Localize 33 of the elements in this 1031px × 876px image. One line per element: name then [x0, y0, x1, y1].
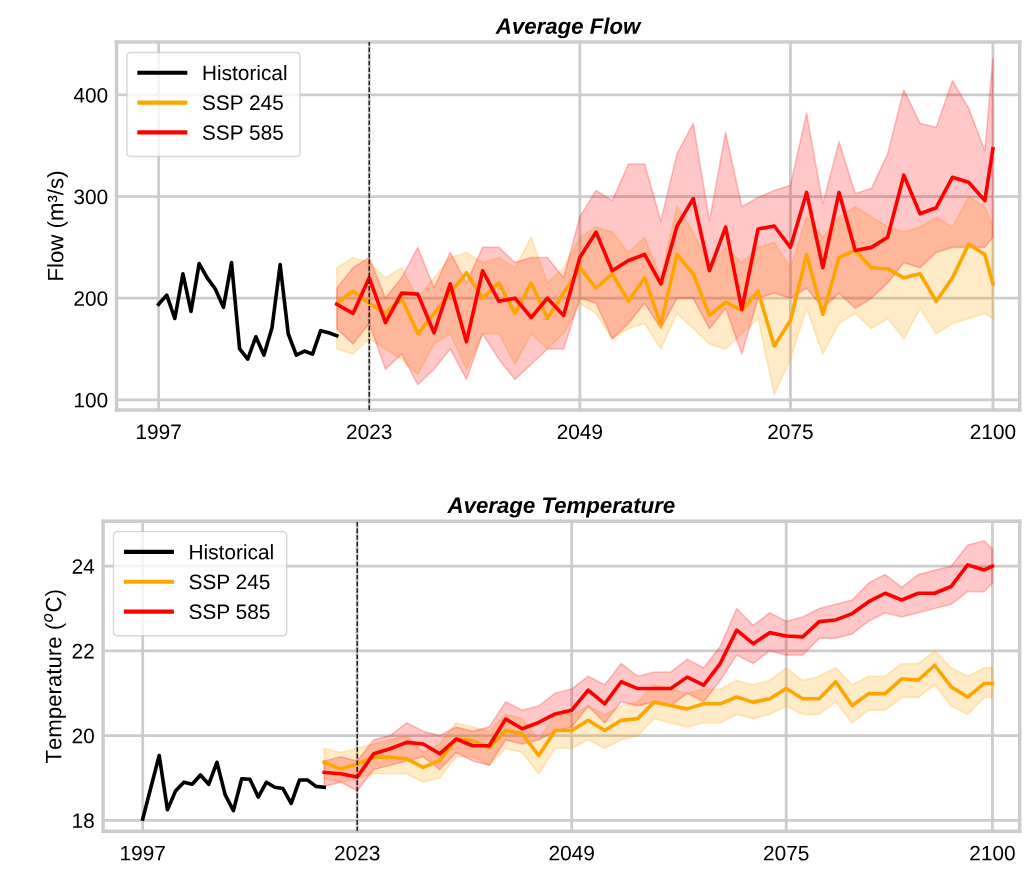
legend-label: Historical — [190, 544, 273, 560]
x-tick-label: 2023 — [335, 845, 380, 861]
line-series — [140, 753, 327, 821]
y-axis-title: Flow (m³/s) — [47, 171, 68, 280]
y-axis-title: Temperature ($^{o}$C) — [44, 590, 66, 764]
x-tick-label: 2049 — [549, 845, 594, 861]
x-tick-label: 2075 — [768, 424, 813, 440]
legend-label: SSP 585 — [202, 125, 283, 140]
x-tick-label: 2023 — [347, 424, 392, 440]
x-tick-label: 2049 — [557, 424, 603, 440]
line-series — [335, 242, 995, 348]
line-series — [322, 663, 995, 771]
x-tick-label: 1997 — [137, 424, 181, 440]
y-tick-label: 18 — [73, 813, 94, 829]
y-tick-label: 22 — [72, 643, 94, 659]
legend-label: SSP 245 — [202, 95, 283, 111]
y-tick-label: 20 — [72, 728, 94, 744]
y-tick-label: 400 — [73, 87, 108, 103]
y-tick-label: 100 — [75, 392, 108, 408]
y-tick-label: 200 — [74, 291, 108, 306]
chart-title: Average Temperature — [447, 497, 675, 518]
y-tick-label: 24 — [72, 559, 95, 574]
y-tick-label: 300 — [74, 189, 108, 205]
line-series — [335, 146, 995, 344]
x-tick-label: 2075 — [764, 845, 809, 861]
legend-label: SSP 585 — [189, 604, 270, 620]
x-tick-label: 2100 — [970, 845, 1015, 861]
chart-title: Average Flow — [495, 17, 642, 39]
legend-label: SSP 245 — [189, 574, 270, 590]
x-tick-label: 1997 — [121, 845, 165, 861]
legend-label: Historical — [203, 64, 287, 81]
line-series — [156, 260, 339, 361]
x-tick-label: 2100 — [970, 424, 1016, 440]
